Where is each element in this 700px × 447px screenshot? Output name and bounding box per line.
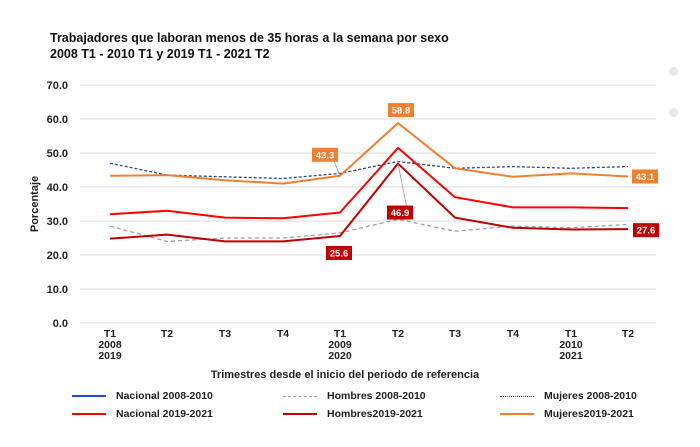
legend-label: Mujeres2019-2021 bbox=[544, 408, 634, 420]
menu-dot-icon[interactable] bbox=[669, 108, 678, 117]
data-label-box bbox=[633, 223, 659, 238]
y-tick-label: 10.0 bbox=[47, 284, 68, 296]
legend-item: Nacional 2019-2021 bbox=[72, 408, 213, 420]
data-label: 58.8 bbox=[392, 106, 411, 117]
data-label: 27.6 bbox=[637, 226, 656, 237]
x-tick-label: 2008 bbox=[98, 339, 122, 351]
legend-label: Hombres 2008-2010 bbox=[327, 390, 426, 402]
y-tick-label: 70.0 bbox=[47, 80, 68, 92]
x-tick-label: 2010 bbox=[559, 339, 583, 351]
data-label-box bbox=[312, 147, 338, 162]
x-tick-label: T1 bbox=[104, 328, 116, 340]
legend-label: Hombres2019-2021 bbox=[327, 408, 423, 420]
menu-dot-icon[interactable] bbox=[669, 67, 678, 76]
data-label-box bbox=[387, 205, 413, 220]
x-tick-label: 2009 bbox=[328, 339, 352, 351]
legend-label: Nacional 2008-2010 bbox=[116, 390, 213, 402]
legend-swatch bbox=[72, 413, 106, 416]
series-line bbox=[109, 146, 629, 220]
legend-swatch bbox=[283, 395, 317, 397]
series-line bbox=[109, 122, 629, 185]
series-line bbox=[109, 162, 629, 243]
y-axis-label: Porcentaje bbox=[29, 176, 41, 232]
x-tick-label: T3 bbox=[219, 328, 231, 340]
legend-swatch bbox=[283, 413, 317, 416]
data-label-box bbox=[632, 169, 658, 184]
x-axis-label: Trimestres desde el inicio del periodo d… bbox=[211, 369, 480, 381]
series-line bbox=[109, 218, 629, 243]
legend-swatch bbox=[500, 413, 534, 416]
chart-title: Trabajadores que laboran menos de 35 hor… bbox=[50, 30, 449, 62]
x-tick-label: T3 bbox=[449, 328, 461, 340]
series-line bbox=[109, 160, 629, 180]
legend-item: Nacional 2008-2010 bbox=[72, 390, 213, 402]
y-tick-label: 20.0 bbox=[47, 250, 68, 262]
y-tick-label: 60.0 bbox=[47, 114, 68, 126]
data-label-box bbox=[388, 103, 414, 118]
chart-title-line-2: 2008 T1 - 2010 T1 y 2019 T1 - 2021 T2 bbox=[50, 47, 270, 61]
legend-item: Hombres 2008-2010 bbox=[283, 390, 426, 402]
legend-item: Hombres2019-2021 bbox=[283, 408, 423, 420]
data-label: 46.9 bbox=[391, 208, 410, 219]
x-tick-label: T2 bbox=[161, 328, 173, 340]
legend-item: Mujeres 2008-2010 bbox=[500, 390, 637, 402]
legend-label: Nacional 2019-2021 bbox=[116, 408, 213, 420]
x-tick-label: T4 bbox=[277, 328, 289, 340]
x-tick-label: T1 bbox=[565, 328, 577, 340]
y-tick-label: 0.0 bbox=[53, 318, 68, 330]
data-label: 43.1 bbox=[636, 172, 655, 183]
data-label-box bbox=[326, 245, 352, 260]
x-tick-label: 2021 bbox=[559, 350, 583, 362]
legend-swatch bbox=[72, 395, 106, 398]
legend-item: Mujeres2019-2021 bbox=[500, 408, 634, 420]
x-tick-label: T1 bbox=[334, 328, 346, 340]
legend-swatch bbox=[500, 395, 534, 397]
x-tick-label: T2 bbox=[622, 328, 634, 340]
y-tick-label: 30.0 bbox=[47, 216, 68, 228]
x-tick-label: T2 bbox=[392, 328, 404, 340]
x-tick-label: 2020 bbox=[328, 350, 352, 362]
y-tick-label: 40.0 bbox=[47, 182, 68, 194]
data-label: 43.3 bbox=[316, 150, 335, 161]
x-tick-label: T4 bbox=[507, 328, 519, 340]
annotation-leader bbox=[333, 160, 341, 176]
data-label: 25.6 bbox=[330, 248, 349, 259]
y-tick-label: 50.0 bbox=[47, 148, 68, 160]
x-tick-label: 2019 bbox=[98, 350, 122, 362]
legend-label: Mujeres 2008-2010 bbox=[544, 390, 637, 402]
chart-title-line-1: Trabajadores que laboran menos de 35 hor… bbox=[50, 31, 449, 45]
